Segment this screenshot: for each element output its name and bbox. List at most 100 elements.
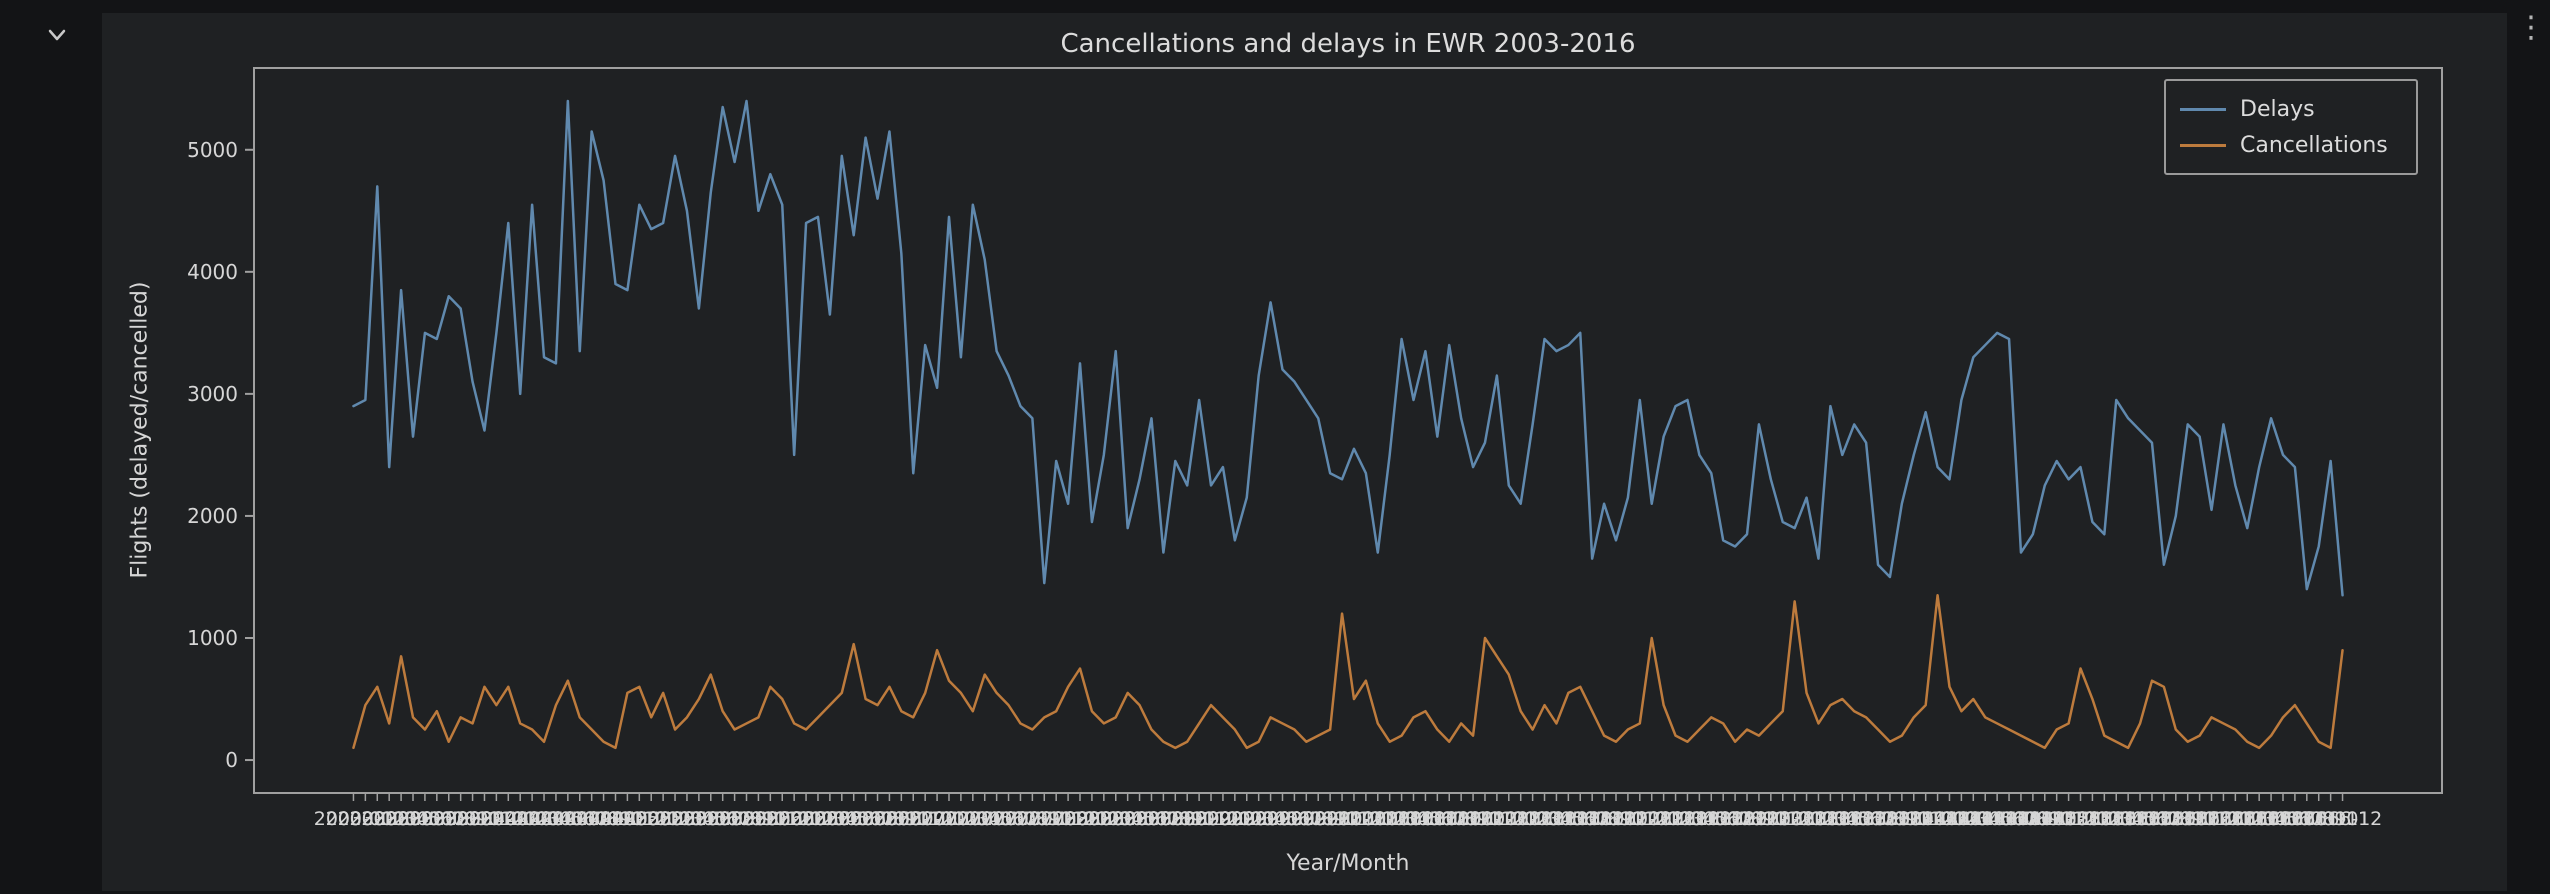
x-tick-label: 2003-06	[373, 808, 452, 830]
x-tick-label: 2011-03	[1481, 808, 1560, 830]
x-tick-label: 2004-08	[540, 808, 619, 830]
x-tick-label: 2009-09	[1267, 808, 1346, 830]
x-tick-label: 2007-06	[945, 808, 1024, 830]
x-tick-label: 2014-03	[1910, 808, 1989, 830]
x-tick-label: 2016-03	[2196, 808, 2275, 830]
x-tick-label: 2012-01	[1600, 808, 1679, 830]
x-tick-label: 2013-01	[1743, 808, 1822, 830]
x-tick-label: 2005-05	[647, 808, 726, 830]
x-tick-label: 2006-03	[766, 808, 845, 830]
kebab-menu-icon[interactable]: ⋮	[2516, 10, 2546, 45]
x-tick-label: 2011-06	[1517, 808, 1596, 830]
x-tick-label: 2009-08	[1255, 808, 1334, 830]
x-tick-label: 2008-05	[1076, 808, 1155, 830]
x-tick-label: 2003-03	[338, 808, 417, 830]
x-tick-label: 2015-06	[2088, 808, 2167, 830]
x-tick-label: 2015-08	[2112, 808, 2191, 830]
x-tick-label: 2016-02	[2184, 808, 2263, 830]
x-tick-label: 2004-03	[481, 808, 560, 830]
x-tick-label: 2012-08	[1683, 808, 1762, 830]
x-tick-label: 2007-01	[885, 808, 964, 830]
x-tick-label: 2011-01	[1457, 808, 1536, 830]
x-tick-label: 2007-10	[993, 808, 1072, 830]
x-tick-label: 2004-06	[516, 808, 595, 830]
y-tick-label: 2000	[187, 504, 238, 528]
x-tick-label: 2015-07	[2100, 808, 2179, 830]
legend-label: Cancellations	[2240, 132, 2388, 158]
chart-title: Cancellations and delays in EWR 2003-201…	[1060, 29, 1636, 59]
x-tick-label: 2011-04	[1493, 808, 1572, 830]
x-tick-label: 2011-07	[1529, 808, 1608, 830]
x-tick-label: 2008-01	[1028, 808, 1107, 830]
x-tick-label: 2006-08	[826, 808, 905, 830]
x-tick-label: 2010-01	[1314, 808, 1393, 830]
x-tick-label: 2012-06	[1660, 808, 1739, 830]
x-tick-label: 2011-09	[1552, 808, 1631, 830]
x-tick-label: 2006-12	[874, 808, 953, 830]
x-tick-label: 2013-11	[1862, 808, 1941, 830]
x-tick-label: 2006-10	[850, 808, 929, 830]
x-tick-label: 2015-02	[2041, 808, 2120, 830]
x-tick-label: 2006-09	[838, 808, 917, 830]
legend-label: Delays	[2240, 96, 2315, 122]
collapse-output-chevron-icon[interactable]	[44, 22, 70, 48]
x-tick-label: 2004-05	[504, 808, 583, 830]
x-tick-label: 2015-11	[2148, 808, 2227, 830]
legend-item-cancellations: Cancellations	[2180, 127, 2402, 163]
x-tick-label: 2013-09	[1838, 808, 1917, 830]
x-tick-label: 2008-08	[1112, 808, 1191, 830]
x-tick-label: 2010-11	[1433, 808, 1512, 830]
x-tick-label: 2016-05	[2219, 808, 2298, 830]
x-tick-label: 2009-03	[1195, 808, 1274, 830]
x-tick-label: 2005-02	[612, 808, 691, 830]
x-tick-label: 2005-07	[671, 808, 750, 830]
x-tick-label: 2010-07	[1386, 808, 1465, 830]
x-tick-label: 2004-11	[576, 808, 655, 830]
x-tick-label: 2011-02	[1469, 808, 1548, 830]
x-tick-label: 2010-06	[1374, 808, 1453, 830]
x-tick-label: 2009-02	[1183, 808, 1262, 830]
x-tick-label: 2013-04	[1779, 808, 1858, 830]
y-tick-label: 0	[225, 748, 238, 772]
x-tick-label: 2016-10	[2279, 808, 2358, 830]
x-tick-label: 2016-08	[2255, 808, 2334, 830]
x-tick-label: 2004-01	[457, 808, 536, 830]
x-tick-label: 2008-09	[1124, 808, 1203, 830]
x-tick-label: 2011-08	[1541, 808, 1620, 830]
x-tick-label: 2008-10	[1136, 808, 1215, 830]
x-tick-label: 2015-09	[2124, 808, 2203, 830]
x-tick-label: 2014-07	[1957, 808, 2036, 830]
x-tick-label: 2016-06	[2231, 808, 2310, 830]
x-tick-label: 2012-09	[1695, 808, 1774, 830]
x-tick-label: 2010-10	[1421, 808, 1500, 830]
x-tick-label: 2003-08	[397, 808, 476, 830]
x-tick-label: 2005-08	[683, 808, 762, 830]
x-tick-label: 2007-11	[1005, 808, 1084, 830]
x-tick-label: 2012-05	[1648, 808, 1727, 830]
y-tick-label: 4000	[187, 260, 238, 284]
x-tick-label: 2012-07	[1672, 808, 1751, 830]
x-tick-label: 2010-05	[1362, 808, 1441, 830]
delays-line-swatch	[2180, 107, 2226, 111]
x-tick-label: 2016-01	[2172, 808, 2251, 830]
x-tick-label: 2016-12	[2303, 808, 2382, 830]
x-tick-label: 2008-02	[1040, 808, 1119, 830]
x-tick-label: 2007-05	[933, 808, 1012, 830]
x-tick-label: 2015-12	[2160, 808, 2239, 830]
x-tick-label: 2003-04	[349, 808, 428, 830]
x-tick-label: 2010-03	[1338, 808, 1417, 830]
x-tick-label: 2014-02	[1898, 808, 1977, 830]
x-tick-label: 2005-01	[600, 808, 679, 830]
x-tick-label: 2005-10	[707, 808, 786, 830]
x-tick-label: 2004-07	[528, 808, 607, 830]
x-tick-label: 2008-11	[1148, 808, 1227, 830]
x-tick-label: 2010-12	[1445, 808, 1524, 830]
x-tick-label: 2003-05	[361, 808, 440, 830]
x-tick-label: 2005-04	[635, 808, 714, 830]
x-tick-label: 2015-10	[2136, 808, 2215, 830]
x-tick-label: 2009-10	[1279, 808, 1358, 830]
x-tick-label: 2012-12	[1731, 808, 1810, 830]
x-tick-label: 2010-04	[1350, 808, 1429, 830]
x-tick-label: 2005-03	[623, 808, 702, 830]
